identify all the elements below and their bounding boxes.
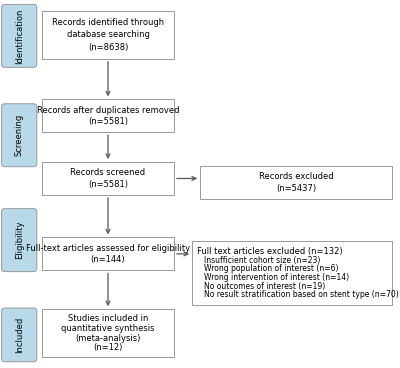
Bar bbox=[192, 241, 392, 305]
Text: (meta-analysis): (meta-analysis) bbox=[75, 333, 141, 343]
Text: Full text articles excluded (n=132): Full text articles excluded (n=132) bbox=[197, 247, 342, 256]
Text: Identification: Identification bbox=[15, 8, 24, 64]
Text: (n=144): (n=144) bbox=[91, 255, 125, 264]
Text: Records after duplicates removed: Records after duplicates removed bbox=[37, 106, 179, 114]
Bar bbox=[42, 99, 174, 132]
Text: Records screened: Records screened bbox=[70, 168, 146, 177]
FancyBboxPatch shape bbox=[2, 308, 37, 362]
Bar bbox=[42, 162, 174, 195]
Text: Wrong population of interest (n=6): Wrong population of interest (n=6) bbox=[204, 265, 338, 273]
Text: (n=12): (n=12) bbox=[93, 343, 123, 353]
Text: Studies included in: Studies included in bbox=[68, 314, 148, 323]
FancyBboxPatch shape bbox=[2, 4, 37, 67]
Text: Screening: Screening bbox=[15, 114, 24, 156]
Text: (n=8638): (n=8638) bbox=[88, 43, 128, 52]
Text: (n=5581): (n=5581) bbox=[88, 117, 128, 126]
Text: Wrong intervention of interest (n=14): Wrong intervention of interest (n=14) bbox=[204, 273, 349, 282]
Text: (n=5437): (n=5437) bbox=[276, 184, 316, 192]
Text: Included: Included bbox=[15, 317, 24, 353]
Bar bbox=[200, 166, 392, 199]
FancyBboxPatch shape bbox=[2, 104, 37, 167]
Bar bbox=[42, 309, 174, 357]
Text: Records excluded: Records excluded bbox=[259, 172, 333, 181]
Text: Records identified through: Records identified through bbox=[52, 18, 164, 27]
Text: Insufficient cohort size (n=23): Insufficient cohort size (n=23) bbox=[204, 256, 320, 265]
Bar bbox=[42, 11, 174, 59]
Text: Eligibility: Eligibility bbox=[15, 221, 24, 259]
Text: database searching: database searching bbox=[66, 31, 150, 39]
Text: No outcomes of interest (n=19): No outcomes of interest (n=19) bbox=[204, 282, 325, 290]
Text: quantitative synthesis: quantitative synthesis bbox=[61, 323, 155, 333]
Text: Full-text articles assessed for eligibility: Full-text articles assessed for eligibil… bbox=[26, 244, 190, 252]
Bar bbox=[42, 237, 174, 270]
Text: (n=5581): (n=5581) bbox=[88, 180, 128, 189]
FancyBboxPatch shape bbox=[2, 209, 37, 272]
Text: No result stratification based on stent type (n=70): No result stratification based on stent … bbox=[204, 290, 399, 299]
